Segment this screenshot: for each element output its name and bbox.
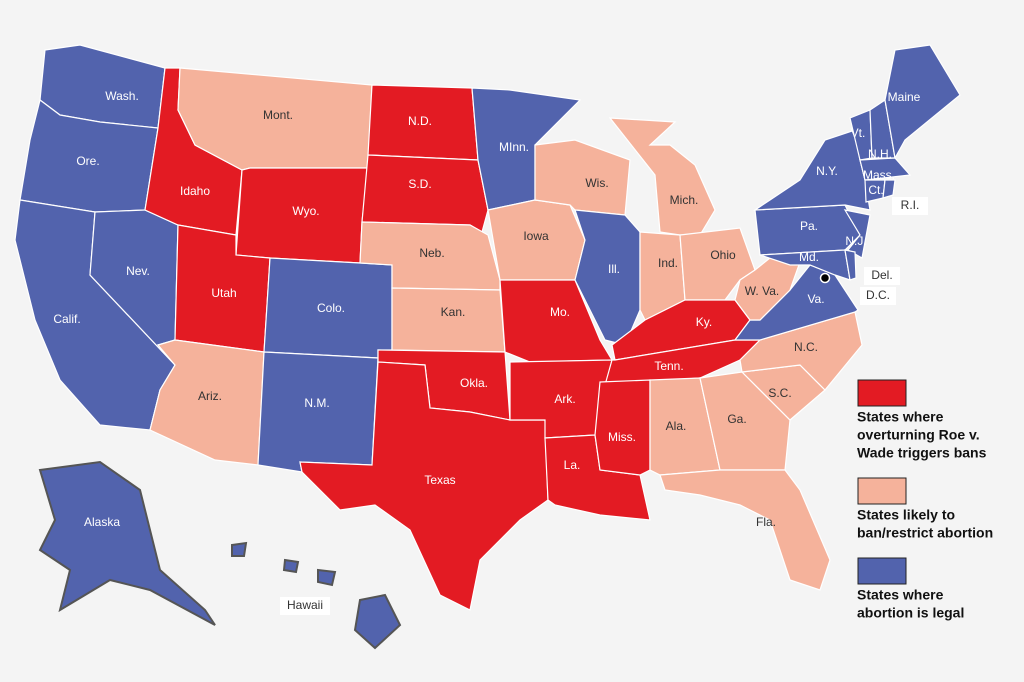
state-label: Mont. <box>263 108 293 122</box>
state-label: N.D. <box>408 114 432 128</box>
state-label: Hawaii <box>287 598 323 612</box>
state-shape <box>317 568 337 587</box>
legend-swatch <box>857 379 907 407</box>
state-shape <box>231 541 248 557</box>
state-shape <box>361 154 489 233</box>
state-label: W. Va. <box>745 284 779 298</box>
state-label: Wyo. <box>292 204 319 218</box>
state-label: N.H. <box>868 147 892 161</box>
state-shape <box>391 287 506 353</box>
dc-marker <box>819 272 831 284</box>
label-box <box>892 197 928 215</box>
state-label: Ct. <box>868 183 883 197</box>
state-label: Idaho <box>180 184 210 198</box>
state-label: Kan. <box>441 305 466 319</box>
states <box>14 44 961 650</box>
state-label: N.Y. <box>816 164 838 178</box>
state-label: Va. <box>807 292 824 306</box>
state-label: La. <box>564 458 581 472</box>
state-label: Pa. <box>800 219 818 233</box>
legend-text: abortion is legal <box>857 605 964 621</box>
state-label: Okla. <box>460 376 488 390</box>
legend: States where overturning Roe v. Wade trigg… <box>857 379 993 621</box>
state-shape <box>257 351 379 473</box>
legend-swatch <box>857 557 907 585</box>
state-shape <box>699 371 791 471</box>
state-label: Ala. <box>666 419 687 433</box>
legend-text: ban/restrict abortion <box>857 525 993 541</box>
legend-text: Wade triggers bans <box>857 445 987 461</box>
state-label: Iowa <box>523 229 549 243</box>
state-shape <box>882 179 896 199</box>
state-label: N.J. <box>845 234 866 248</box>
state-label: N.M. <box>304 396 329 410</box>
state-shape <box>859 157 912 181</box>
state-label: Maine <box>888 90 921 104</box>
state-label: Texas <box>424 473 455 487</box>
label-box <box>864 267 900 285</box>
state-label: N.C. <box>794 340 818 354</box>
state-label: Mo. <box>550 305 570 319</box>
state-label: Mass. <box>863 168 895 182</box>
state-label: Neb. <box>419 246 444 260</box>
state-shape <box>299 361 549 611</box>
state-shape <box>38 460 216 626</box>
state-label: Ariz. <box>198 389 222 403</box>
state-label: Ind. <box>658 256 678 270</box>
state-shape <box>659 469 831 591</box>
state-label: Alaska <box>84 515 120 529</box>
state-label: Ky. <box>696 315 712 329</box>
label-box <box>280 597 330 615</box>
state-label: Calif. <box>53 312 80 326</box>
state-label: Utah <box>211 286 236 300</box>
legend-text: overturning Roe v. <box>857 427 980 443</box>
state-shape <box>282 558 300 574</box>
state-label: Ohio <box>710 248 736 262</box>
state-label: Ga. <box>727 412 746 426</box>
legend-text: States where <box>857 409 944 425</box>
state-label: Miss. <box>608 430 636 444</box>
state-label: Tenn. <box>654 359 683 373</box>
state-shape <box>353 593 402 650</box>
state-shape <box>608 117 716 236</box>
state-label: Del. <box>871 268 892 282</box>
state-label: Wis. <box>585 176 608 190</box>
state-label: Ark. <box>554 392 575 406</box>
state-label: R.I. <box>901 198 920 212</box>
state-label: MInn. <box>499 140 529 154</box>
legend-swatch <box>857 477 907 505</box>
legend-text: States where <box>857 587 944 603</box>
state-shape <box>734 249 801 321</box>
state-label: Mich. <box>670 193 699 207</box>
state-label: Ill. <box>608 262 620 276</box>
state-label: Fla. <box>756 515 776 529</box>
state-label: D.C. <box>866 288 890 302</box>
label-box <box>860 287 896 305</box>
state-label: Wash. <box>105 89 139 103</box>
state-label: Nev. <box>126 264 150 278</box>
state-label: S.D. <box>408 177 431 191</box>
state-label: Md. <box>799 250 819 264</box>
state-shape <box>844 249 857 281</box>
state-label: Ore. <box>76 154 99 168</box>
state-label: Vt. <box>851 126 866 140</box>
state-shape <box>594 379 651 476</box>
labels: Wash. Ore. Calif. Nev. Idaho Mont. Wyo. Utah Col… <box>53 89 928 615</box>
state-label: Colo. <box>317 301 345 315</box>
legend-text: States likely to <box>857 507 955 523</box>
state-label: S.C. <box>768 386 791 400</box>
